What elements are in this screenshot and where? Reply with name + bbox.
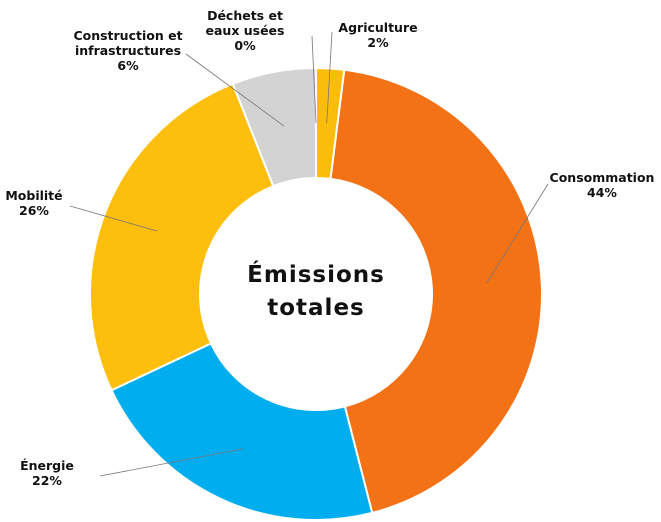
center-label: totales xyxy=(267,295,364,321)
value-label: 44% xyxy=(587,185,617,200)
slice-label: Énergie 22% xyxy=(7,458,87,488)
category-name: Construction et infrastructures xyxy=(73,28,183,58)
value-label: 2% xyxy=(367,35,389,50)
slice-label: Agriculture 2% xyxy=(323,20,433,50)
value-label: 6% xyxy=(117,58,139,73)
slice xyxy=(329,68,543,515)
value-label: 0% xyxy=(234,38,256,53)
leader-line xyxy=(326,31,333,124)
leader-line xyxy=(99,448,244,477)
category-name: Consommation xyxy=(549,170,655,185)
category-name: Agriculture xyxy=(338,20,418,35)
center-label: Émissions xyxy=(247,260,385,288)
leader-line xyxy=(69,205,158,232)
slice-label: Déchets et eaux usées 0% xyxy=(205,8,285,53)
leader-line xyxy=(486,183,549,284)
slice-label: Mobilité 26% xyxy=(0,188,69,218)
leader-line xyxy=(185,53,285,127)
value-label: 26% xyxy=(19,203,49,218)
category-name: Mobilité xyxy=(5,188,63,203)
slice-label: Consommation 44% xyxy=(537,170,661,200)
category-name: Énergie xyxy=(20,458,74,473)
slice-label: Construction et infrastructures 6% xyxy=(58,28,198,73)
category-name: Déchets et eaux usées xyxy=(205,8,285,38)
slice xyxy=(110,342,374,521)
slice xyxy=(89,82,275,392)
value-label: 22% xyxy=(32,473,62,488)
leader-line xyxy=(311,35,317,124)
